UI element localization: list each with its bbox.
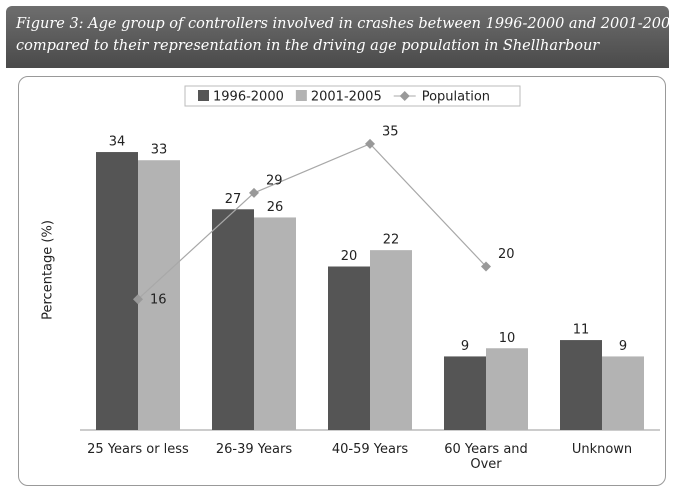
legend-swatch <box>399 91 410 101</box>
bar <box>560 340 602 430</box>
data-label: 9 <box>619 339 627 354</box>
data-label: 29 <box>266 173 283 188</box>
bar <box>444 356 486 430</box>
data-label: 11 <box>573 323 590 338</box>
data-label: 26 <box>267 200 284 215</box>
bar <box>328 266 370 430</box>
data-label: 33 <box>151 143 168 158</box>
data-label: 22 <box>383 233 400 248</box>
data-label: 34 <box>109 135 126 150</box>
bar <box>138 160 180 430</box>
bar <box>602 356 644 430</box>
data-label: 20 <box>341 249 358 264</box>
marker <box>249 187 259 198</box>
x-tick-label: 26-39 Years <box>215 442 293 457</box>
data-label: 27 <box>225 192 242 207</box>
marker <box>481 261 491 272</box>
header: Figure 3: Age group of controllers invol… <box>6 6 677 68</box>
bar <box>370 250 412 430</box>
bar <box>212 209 254 430</box>
chart-title: Figure 3: Age group of controllers invol… <box>16 16 677 32</box>
legend-label: Population <box>422 90 490 105</box>
chart-frame <box>18 76 666 486</box>
x-tick-label: 25 Years or less <box>87 442 189 457</box>
legend-swatch <box>295 90 307 101</box>
data-label: 9 <box>461 339 469 354</box>
legend-label: 1996-2000 <box>213 90 284 105</box>
bar <box>96 152 138 431</box>
data-label: 35 <box>382 124 399 139</box>
data-label: 20 <box>498 247 515 262</box>
legend-label: 2001-2005 <box>311 90 382 105</box>
chart-title: compared to their representation in the … <box>16 38 600 54</box>
x-tick-label: 40-59 Years <box>331 442 409 457</box>
data-label: 16 <box>150 293 167 308</box>
x-tick-label: Unknown <box>571 442 633 457</box>
data-label: 10 <box>499 331 516 346</box>
marker <box>133 294 143 305</box>
bar <box>254 217 296 430</box>
marker <box>365 138 375 149</box>
legend-box <box>184 85 521 107</box>
legend-swatch <box>198 90 209 101</box>
x-tick-label: 60 Years and Over <box>444 442 528 472</box>
y-axis-label: Percentage (%) <box>41 220 56 320</box>
bar <box>486 348 528 430</box>
line <box>137 143 487 300</box>
